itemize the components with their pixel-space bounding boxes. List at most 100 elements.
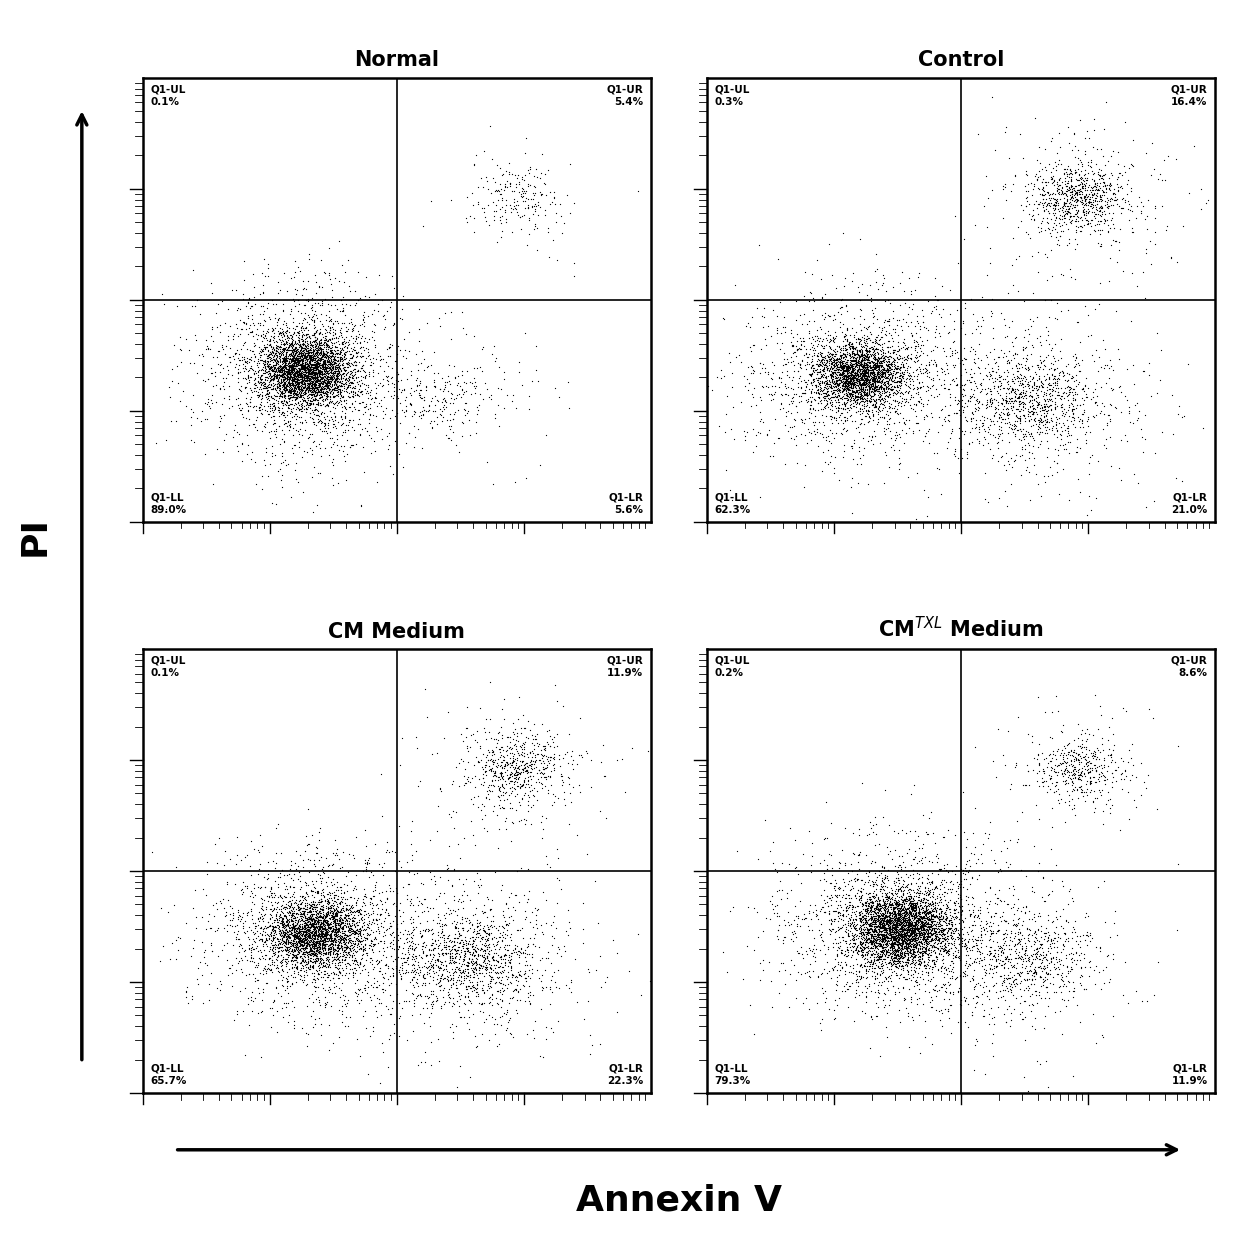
Point: [852, 399, 872, 419]
Point: [1017, 956, 1037, 976]
Point: [305, 916, 325, 936]
Point: [844, 411, 864, 431]
Point: [250, 338, 270, 358]
Point: [253, 900, 273, 920]
Point: [459, 966, 479, 986]
Point: [315, 415, 335, 435]
Point: [262, 935, 281, 955]
Point: [873, 374, 893, 394]
Point: [956, 945, 976, 965]
Point: [888, 910, 908, 930]
Point: [868, 908, 888, 927]
Point: [241, 940, 260, 960]
Point: [453, 412, 472, 432]
Point: [977, 364, 997, 384]
Point: [277, 916, 296, 936]
Point: [839, 391, 859, 411]
Point: [873, 920, 893, 940]
Point: [320, 939, 340, 958]
Point: [864, 350, 884, 369]
Point: [761, 375, 781, 395]
Point: [866, 333, 885, 353]
Point: [893, 332, 913, 352]
Point: [322, 366, 342, 385]
Point: [833, 363, 853, 383]
Point: [424, 940, 444, 960]
Point: [258, 348, 278, 368]
Point: [296, 921, 316, 941]
Point: [863, 906, 883, 926]
Point: [511, 920, 531, 940]
Point: [477, 953, 497, 973]
Point: [342, 908, 362, 927]
Point: [894, 357, 914, 377]
Point: [265, 937, 285, 957]
Point: [346, 354, 366, 374]
Point: [830, 387, 849, 406]
Point: [937, 405, 957, 425]
Point: [257, 362, 277, 382]
Point: [291, 337, 311, 357]
Point: [321, 372, 341, 391]
Point: [285, 388, 305, 408]
Point: [496, 952, 516, 972]
Point: [921, 945, 941, 965]
Point: [924, 443, 944, 463]
Point: [1033, 189, 1053, 209]
Point: [518, 977, 538, 997]
Point: [1048, 154, 1068, 174]
Point: [315, 971, 335, 990]
Point: [324, 379, 343, 399]
Point: [857, 963, 877, 983]
Point: [843, 340, 863, 359]
Point: [510, 760, 529, 779]
Point: [295, 331, 315, 351]
Point: [863, 345, 883, 364]
Point: [893, 915, 913, 935]
Point: [343, 420, 363, 440]
Point: [904, 926, 924, 946]
Point: [262, 916, 281, 936]
Point: [278, 914, 298, 934]
Point: [856, 932, 875, 952]
Point: [319, 393, 339, 412]
Point: [914, 942, 934, 962]
Point: [825, 305, 844, 325]
Point: [914, 935, 934, 955]
Point: [836, 380, 856, 400]
Point: [281, 351, 301, 370]
Point: [283, 352, 303, 372]
Point: [295, 356, 315, 375]
Point: [309, 927, 329, 947]
Point: [355, 884, 374, 904]
Point: [811, 343, 831, 363]
Point: [898, 910, 918, 930]
Point: [874, 925, 894, 945]
Point: [713, 942, 733, 962]
Point: [283, 342, 303, 362]
Point: [294, 378, 314, 398]
Point: [414, 1042, 434, 1062]
Point: [321, 937, 341, 957]
Point: [262, 946, 281, 966]
Point: [281, 940, 301, 960]
Point: [223, 935, 243, 955]
Point: [859, 390, 879, 410]
Point: [869, 916, 889, 936]
Point: [879, 952, 899, 972]
Point: [536, 1016, 556, 1036]
Point: [918, 940, 937, 960]
Point: [837, 378, 857, 398]
Point: [859, 930, 879, 950]
Point: [843, 358, 863, 378]
Point: [485, 409, 505, 429]
Point: [932, 415, 952, 435]
Point: [305, 918, 325, 937]
Point: [1034, 389, 1054, 409]
Point: [298, 394, 317, 414]
Point: [851, 955, 870, 974]
Point: [315, 438, 335, 458]
Point: [883, 934, 903, 953]
Point: [465, 957, 485, 977]
Point: [882, 935, 901, 955]
